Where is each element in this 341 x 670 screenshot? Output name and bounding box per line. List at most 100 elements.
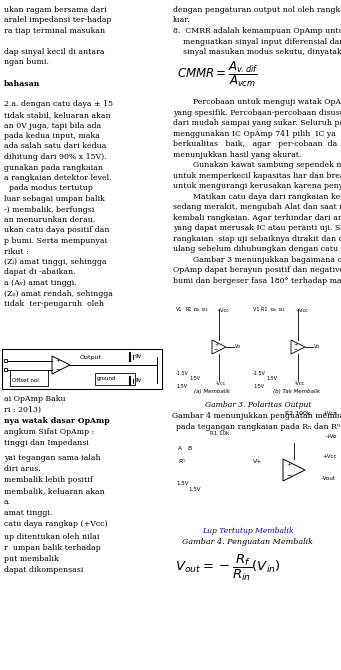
Text: +: +	[55, 358, 60, 364]
Bar	[4, 368, 7, 371]
Text: V1 R1: V1 R1	[253, 307, 267, 312]
Text: sinyal masukan modus sekutu, dinyatakan :: sinyal masukan modus sekutu, dinyatakan …	[173, 48, 341, 56]
Text: berkualitas   baik,   agar   per-cobaan  da: berkualitas baik, agar per-cobaan da	[173, 141, 337, 148]
Text: nya watak dasar OpAmp: nya watak dasar OpAmp	[4, 417, 109, 425]
Text: (Zᵢ) amat tinggi, sehingga: (Zᵢ) amat tinggi, sehingga	[4, 258, 107, 266]
Text: amat tinggi.: amat tinggi.	[4, 509, 53, 517]
Text: Gunakan kawat sambung sependek mungk: Gunakan kawat sambung sependek mungk	[173, 161, 341, 170]
Text: membalik, keluaran akan: membalik, keluaran akan	[4, 487, 105, 495]
Text: +: +	[214, 342, 218, 346]
Text: +: +	[286, 462, 291, 468]
Text: -) membalik, berfungsi: -) membalik, berfungsi	[4, 206, 94, 214]
Text: Gambar 3 menunjukkan bagaimana outp: Gambar 3 menunjukkan bagaimana outp	[173, 256, 341, 264]
Text: −: −	[214, 348, 218, 352]
Text: (Zₒ) amat rendah, sehingga: (Zₒ) amat rendah, sehingga	[4, 289, 113, 297]
Text: p bumi. Serta mempunyai: p bumi. Serta mempunyai	[4, 237, 107, 245]
Bar	[4, 359, 7, 362]
Text: rikut :: rikut :	[4, 247, 29, 255]
Text: −: −	[55, 366, 60, 371]
Text: an 0V juga, tapi bila ada: an 0V juga, tapi bila ada	[4, 121, 101, 129]
Text: +Vcc: +Vcc	[322, 411, 337, 416]
Text: +Vcc: +Vcc	[295, 308, 308, 313]
Polygon shape	[52, 356, 70, 374]
Text: menunjukkan hasil yang akurat.: menunjukkan hasil yang akurat.	[173, 151, 301, 159]
Text: R1: R1	[185, 307, 192, 312]
Text: 1.5V: 1.5V	[188, 487, 201, 492]
Text: put membalik: put membalik	[4, 555, 59, 563]
Text: $V_{out} = -\dfrac{R_f}{R_{in}}(V_{in})$: $V_{out} = -\dfrac{R_f}{R_{in}}(V_{in})$	[175, 553, 281, 584]
Text: (a) Membalik: (a) Membalik	[194, 389, 229, 394]
Text: -1.5V: -1.5V	[253, 371, 266, 376]
Text: ri : 2013): ri : 2013)	[4, 406, 41, 414]
Text: dapat dikompensasi: dapat dikompensasi	[4, 566, 84, 574]
Text: Gambar 3. Polaritas Output: Gambar 3. Polaritas Output	[205, 401, 311, 409]
Bar	[10, 370, 48, 386]
Text: -Vout: -Vout	[322, 476, 336, 481]
Text: −: −	[286, 472, 291, 478]
Polygon shape	[283, 459, 305, 481]
Text: menggunakan IC OpAmp 741 pilih  IC ya: menggunakan IC OpAmp 741 pilih IC ya	[173, 130, 336, 138]
Text: a.: a.	[4, 498, 11, 506]
Text: $CMMR = \dfrac{A_{v.dif}}{A_{vcm}}$: $CMMR = \dfrac{A_{v.dif}}{A_{vcm}}$	[177, 60, 258, 89]
Text: ukan ragam bersama dari: ukan ragam bersama dari	[4, 6, 107, 14]
Text: pada kedua input, maka: pada kedua input, maka	[4, 132, 100, 140]
Text: 1.5V: 1.5V	[189, 376, 200, 381]
Text: Output: Output	[80, 356, 102, 360]
Text: Gambar 4 menunjukkan penguatan memba: Gambar 4 menunjukkan penguatan memba	[172, 412, 341, 420]
Text: ada salah satu dari kedua: ada salah satu dari kedua	[4, 143, 106, 151]
Text: angkum Sifat OpAmp :: angkum Sifat OpAmp :	[4, 428, 94, 436]
Text: dengan pengaturan output nol oleh rangkaian: dengan pengaturan output nol oleh rangka…	[173, 6, 341, 14]
Text: tidak  ter-pengaruh  oleh: tidak ter-pengaruh oleh	[4, 300, 104, 308]
Text: rangkaian  siap uji sebaiknya dirakit dan diperik: rangkaian siap uji sebaiknya dirakit dan…	[173, 235, 341, 243]
Text: B: B	[187, 446, 191, 451]
Text: +: +	[293, 342, 297, 346]
Text: +Vcc: +Vcc	[322, 454, 337, 459]
Text: V1: V1	[176, 307, 182, 312]
Text: ulang sebelum dihubungkan dengan catu daya: ulang sebelum dihubungkan dengan catu da…	[173, 245, 341, 253]
Text: 1.5V: 1.5V	[176, 481, 189, 486]
Text: pada tegangan rangkaian pada Rₙ dan Rᶣ: pada tegangan rangkaian pada Rₙ dan Rᶣ	[176, 423, 340, 431]
Text: yang spesifik. Percobaan-percobaan disusun mu: yang spesifik. Percobaan-percobaan disus…	[173, 109, 341, 117]
Text: Percobaan untuk menguji watak OpAm: Percobaan untuk menguji watak OpAm	[173, 98, 341, 107]
Text: sedang merakit, mengubah Alat dan saat melep: sedang merakit, mengubah Alat dan saat m…	[173, 204, 341, 212]
Text: +Vcc: +Vcc	[216, 308, 229, 313]
Text: untuk mengurangi kerusakan karena penyolderan.: untuk mengurangi kerusakan karena penyol…	[173, 182, 341, 190]
Text: bumi dan bergeser fasa 180° terhadap masukan.: bumi dan bergeser fasa 180° terhadap mas…	[173, 277, 341, 285]
Text: -Vcc: -Vcc	[295, 381, 305, 386]
Text: luar.: luar.	[173, 17, 191, 25]
Text: membalik lebih positif: membalik lebih positif	[4, 476, 93, 484]
Text: dap sinyal kecil di antara: dap sinyal kecil di antara	[4, 48, 104, 56]
Text: dihitung dari 90% x 15V).: dihitung dari 90% x 15V).	[4, 153, 107, 161]
Bar	[95, 373, 135, 385]
Text: dari mudah sampai yang sukar. Seluruh percoba: dari mudah sampai yang sukar. Seluruh pe…	[173, 119, 341, 127]
Text: 10k: 10k	[270, 308, 278, 312]
Text: aralel impedansi ter-hadap: aralel impedansi ter-hadap	[4, 17, 112, 25]
Text: -Vcc: -Vcc	[216, 381, 226, 386]
Text: Matikan catu daya dari rangkaian keti: Matikan catu daya dari rangkaian keti	[173, 193, 341, 201]
Text: gunakan pada rangkaian: gunakan pada rangkaian	[4, 163, 103, 172]
Polygon shape	[291, 340, 305, 354]
Text: an menurunkan derau.: an menurunkan derau.	[4, 216, 95, 224]
Text: 8.  CMRR adalah kemampuan OpAmp untuk: 8. CMRR adalah kemampuan OpAmp untuk	[173, 27, 341, 35]
Text: 1.5V: 1.5V	[253, 384, 264, 389]
Text: OpAmp dapat berayun positif dan negative terhad: OpAmp dapat berayun positif dan negative…	[173, 267, 341, 275]
Text: Lup Tertutup Membalik: Lup Tertutup Membalik	[202, 527, 294, 535]
Text: yang dapat merusak IC atau peranti uji. Setel: yang dapat merusak IC atau peranti uji. …	[173, 224, 341, 232]
Text: menguatkan sinyal input diferensial dan menola: menguatkan sinyal input diferensial dan …	[173, 38, 341, 46]
Text: Rᵑ: Rᵑ	[178, 459, 185, 464]
Text: bahasan: bahasan	[4, 80, 40, 88]
Text: untuk memperkecil kapasitas liar dan breadboa: untuk memperkecil kapasitas liar dan bre…	[173, 172, 341, 180]
Text: 741: 741	[278, 308, 286, 312]
Text: 9V: 9V	[135, 354, 142, 358]
Text: (b) Tak Membalik: (b) Tak Membalik	[273, 389, 320, 394]
Text: Gambar 4. Penguatan Membalik: Gambar 4. Penguatan Membalik	[182, 538, 313, 546]
Text: ukan catu daya positif dan: ukan catu daya positif dan	[4, 226, 109, 234]
Text: 1.5V: 1.5V	[266, 376, 277, 381]
Text: yai tegangan sama ialah: yai tegangan sama ialah	[4, 454, 101, 462]
Text: kembali rangkaian. Agar terhindar dari arus kej: kembali rangkaian. Agar terhindar dari a…	[173, 214, 341, 222]
Text: luar sebagai umpan balik: luar sebagai umpan balik	[4, 195, 105, 203]
Text: Vo: Vo	[235, 344, 241, 348]
Text: 1.5V: 1.5V	[176, 384, 187, 389]
Text: ra tiap terminal masukan: ra tiap terminal masukan	[4, 27, 105, 35]
Text: −: −	[293, 348, 297, 352]
